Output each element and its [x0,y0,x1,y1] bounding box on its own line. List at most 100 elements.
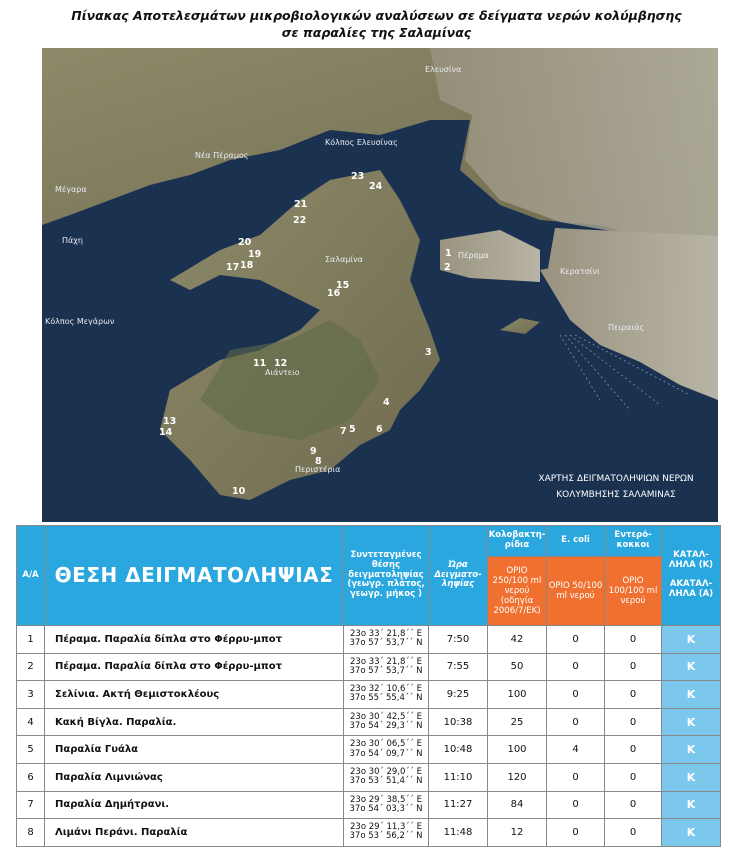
index-cell: 2 [16,652,45,682]
suitability-cell: Κ [661,762,721,792]
sample-point: 3 [425,347,432,358]
header-line: ΑΚΑΤΑΛ-ΛΗΛΑ (Α) [668,579,714,600]
place-label: Περιστέρια [295,464,340,474]
index-cell: 7 [16,790,45,820]
coord-line: 23ο 33΄ 21,8΄΄ Ε [350,656,422,667]
sample-point: 23 [351,171,364,182]
time-cell: 9:25 [428,680,488,709]
value-cell: 12 [487,818,547,847]
value-cell: 0 [604,735,662,764]
coords-cell: 23ο 30΄ 29,0΄΄ Ε 37ο 53΄ 51,4΄΄ Ν [343,762,429,792]
sample-point: 2 [444,262,451,273]
table-row: 2 Πέραμα. Παραλία δίπλα στο Φέρρυ-μποτ 23ο… [16,652,721,682]
table-row: 5 Παραλία Γυάλα 23ο 30΄ 06,5΄΄ Ε 37ο 54΄ 09… [16,735,721,764]
coords-cell: 23ο 29΄ 38,5΄΄ Ε 37ο 54΄ 03,3΄΄ Ν [343,790,429,820]
sample-point: 21 [294,199,307,210]
suitability-cell: Κ [661,790,721,820]
table-row: 3 Σελίνια. Ακτή Θεμιστοκλέους 23ο 32΄ 10,6… [16,680,721,709]
coord-line: 37ο 54΄ 29,3΄΄ Ν [349,721,423,732]
coord-line: 23ο 30΄ 42,5΄΄ Ε [350,711,422,722]
sample-point: 9 [310,446,317,457]
header-cell: Κολοβακτη-ρίδια [487,525,547,557]
coords-cell: 23ο 29΄ 11,3΄΄ Ε 37ο 53΄ 56,2΄΄ Ν [343,818,429,847]
time-cell: 11:10 [428,762,488,792]
map-caption: ΚΟΛΥΜΒΗΣΗΣ ΣΑΛΑΜΙΝΑΣ [556,490,676,500]
place-label: Κόλπος Ελευσίνας [325,137,398,147]
value-cell: 25 [487,707,547,737]
location-cell: Σελίνια. Ακτή Θεμιστοκλέους [44,680,344,709]
value-cell: 42 [487,625,547,654]
suitability-cell: Κ [661,818,721,847]
value-cell: 0 [546,762,605,792]
table-row: 7 Παραλία Δημήτρανι. 23ο 29΄ 38,5΄΄ Ε 37ο 5… [16,790,721,820]
coord-line: 23ο 29΄ 11,3΄΄ Ε [350,822,422,833]
suitability-cell: Κ [661,735,721,764]
place-label: Πέραμα [458,250,489,260]
time-cell: 10:48 [428,735,488,764]
value-cell: 0 [604,818,662,847]
sample-point: 24 [369,181,383,192]
sample-point: 20 [238,237,252,248]
header-cell: Α/Α [16,525,45,626]
value-cell: 84 [487,790,547,820]
time-cell: 11:48 [428,818,488,847]
index-cell: 5 [16,735,45,764]
sample-point: 7 [340,426,347,437]
suitability-cell: Κ [661,652,721,682]
header-line: ΚΑΤΑΛ-ΛΗΛΑ (Κ) [668,550,714,570]
time-cell: 7:50 [428,625,488,654]
index-cell: 3 [16,680,45,709]
location-cell: Πέραμα. Παραλία δίπλα στο Φέρρυ-μποτ [44,625,344,654]
coords-cell: 23ο 33΄ 21,8΄΄ Ε 37ο 57΄ 53,7΄΄ Ν [343,625,429,654]
value-cell: 0 [546,790,605,820]
sample-point: 10 [232,486,246,497]
coord-line: 23ο 33΄ 21,8΄΄ Ε [350,628,422,639]
place-label: Ελευσίνα [425,65,461,74]
place-label: Κερατσίνι [560,267,600,276]
value-cell: 0 [546,680,605,709]
coords-cell: 23ο 32΄ 10,6΄΄ Ε 37ο 55΄ 55,4΄΄ Ν [343,680,429,709]
value-cell: 100 [487,735,547,764]
table-body: 1 Πέραμα. Παραλία δίπλα στο Φέρρυ-μποτ 23ο… [16,625,721,847]
sample-point: 13 [163,416,176,427]
place-label: Πάχη [62,236,83,245]
time-cell: 7:55 [428,652,488,682]
value-cell: 120 [487,762,547,792]
value-cell: 0 [546,652,605,682]
sample-point: 14 [159,427,173,438]
value-cell: 0 [546,818,605,847]
header-cell: Συντεταγμένες θέσης δειγματοληψίας (γεωγ… [343,525,429,626]
suitability-cell: Κ [661,625,721,654]
time-cell: 10:38 [428,707,488,737]
value-cell: 50 [487,652,547,682]
header-cell: ΘΕΣΗ ΔΕΙΓΜΑΤΟΛΗΨΙΑΣ [44,525,344,626]
place-label: Νέα Πέραμος [195,150,249,160]
header-cell: E. coli [546,525,605,557]
value-cell: 0 [604,680,662,709]
location-cell: Παραλία Γυάλα [44,735,344,764]
value-cell: 0 [546,707,605,737]
value-cell: 100 [487,680,547,709]
sample-point: 11 [253,358,266,369]
location-cell: Παραλία Δημήτρανι. [44,790,344,820]
value-cell: 0 [604,790,662,820]
table-row: 1 Πέραμα. Παραλία δίπλα στο Φέρρυ-μποτ 23ο… [16,625,721,654]
coord-line: 37ο 54΄ 03,3΄΄ Ν [349,803,423,814]
index-cell: 8 [16,818,45,847]
coord-line: 37ο 53΄ 51,4΄΄ Ν [349,776,423,787]
coord-line: 37ο 57΄ 53,7΄΄ Ν [349,638,423,649]
coords-cell: 23ο 33΄ 21,8΄΄ Ε 37ο 57΄ 53,7΄΄ Ν [343,652,429,682]
sample-point: 6 [376,424,383,435]
coord-line: 37ο 57΄ 53,7΄΄ Ν [349,665,423,676]
value-cell: 4 [546,735,605,764]
place-label: Πειραιάς [608,323,644,332]
index-cell: 6 [16,762,45,792]
location-cell: Κακή Βίγλα. Παραλία. [44,707,344,737]
sample-point: 22 [293,215,306,226]
header-cell: ΚΑΤΑΛ-ΛΗΛΑ (Κ) ΑΚΑΤΑΛ-ΛΗΛΑ (Α) [661,525,721,626]
limit-cell: ΟΡΙΟ 100/100 ml νερού [604,556,662,626]
index-cell: 4 [16,707,45,737]
value-cell: 0 [546,625,605,654]
place-label: Μέγαρα [55,184,87,194]
value-cell: 0 [604,625,662,654]
